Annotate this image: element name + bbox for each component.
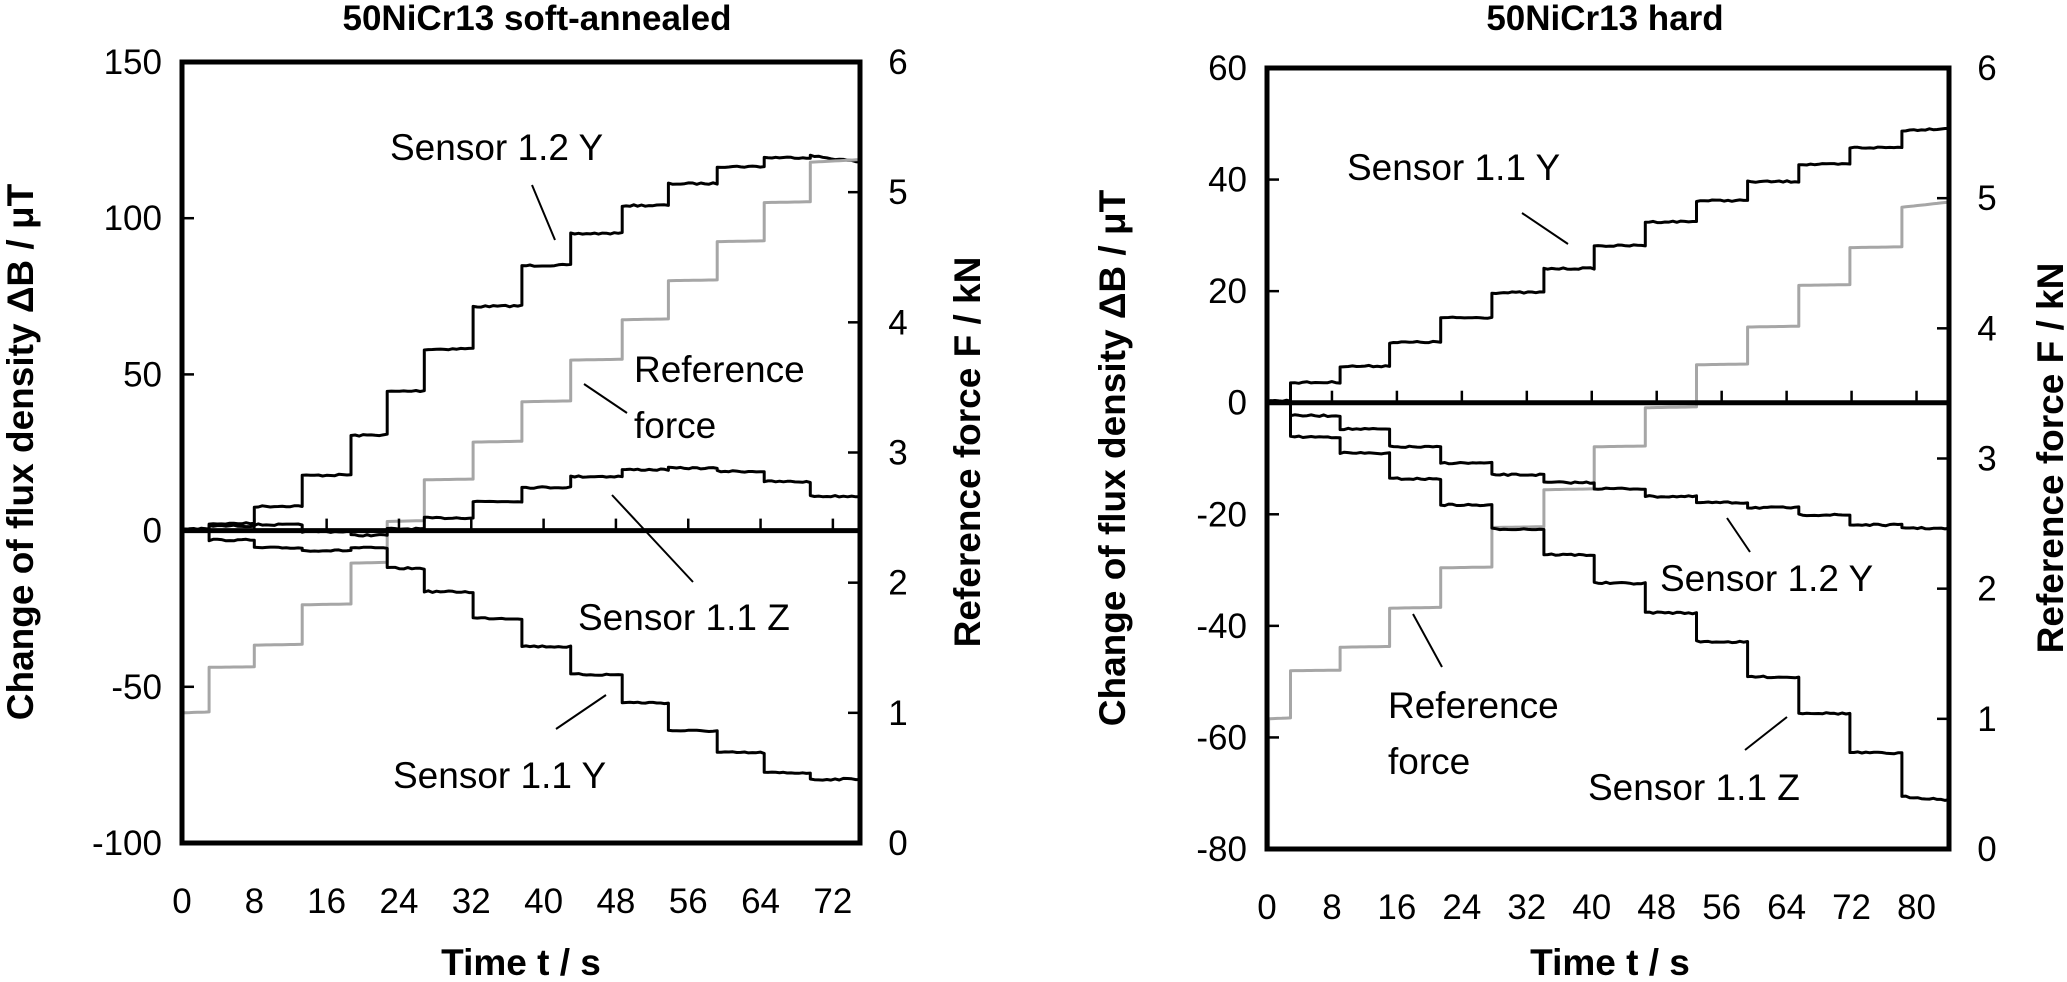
y-tick-marks: [1267, 66, 1949, 851]
y-tick-marks: [182, 60, 860, 845]
y-tick-labels: -80 -60 -40 -20 0 20 40 60: [1196, 49, 1247, 869]
y2-tick-labels: 0 1 2 3 4 5 6: [888, 43, 907, 863]
x-axis-label: Time t / s: [441, 942, 601, 982]
annotation-sensor-1-1-z: Sensor 1.1 Z: [1588, 767, 1800, 808]
y-axis-label: Change of flux density ΔB / μT: [1092, 189, 1133, 726]
y2-axis-label: Reference force F / kN: [947, 257, 988, 648]
x-tick-marks: [1330, 390, 1918, 403]
x-tick-label: 24: [1442, 888, 1481, 927]
y2-tick-label: 6: [1977, 49, 1996, 88]
y2-tick-label: 2: [888, 564, 907, 603]
y-tick-label: 0: [143, 512, 162, 551]
y-tick-label: 100: [104, 199, 162, 238]
chart-title: 50NiCr13 hard: [1486, 0, 1723, 38]
series-layer: [181, 153, 861, 782]
y-tick-labels: -100 -50 0 50 100 150: [92, 43, 162, 863]
x-tick-labels: 0 8 16 24 32 40 48 56 64 72: [172, 882, 852, 921]
y2-tick-label: 4: [888, 303, 907, 342]
leader-line: [555, 694, 607, 730]
chart-title: 50NiCr13 soft-annealed: [342, 0, 731, 38]
y-tick-label: 0: [1228, 384, 1247, 423]
x-tick-label: 24: [379, 882, 418, 921]
y2-tick-label: 0: [1977, 830, 1996, 869]
y-tick-label: 40: [1208, 161, 1247, 200]
y-tick-label: -100: [92, 824, 162, 863]
x-tick-label: 64: [1767, 888, 1806, 927]
y2-tick-label: 5: [888, 173, 907, 212]
x-tick-label: 64: [741, 882, 780, 921]
series-line-sensor-1-1-y: [1266, 127, 1949, 403]
series-line-sensor-1-1-y: [181, 528, 860, 782]
y-axis-label: Change of flux density ΔB / μT: [0, 183, 41, 720]
plot-frame: [179, 59, 863, 846]
series-line-sensor-1-1-z: [1266, 399, 1950, 802]
y2-tick-label: 4: [1977, 309, 1996, 348]
series-layer: [1265, 127, 1950, 850]
leader-line: [531, 184, 556, 241]
x-tick-marks: [253, 518, 835, 531]
x-tick-label: 16: [1377, 888, 1416, 927]
annotation-reference: Reference: [1388, 685, 1559, 726]
x-tick-label: 0: [172, 882, 191, 921]
y2-tick-label: 0: [888, 824, 907, 863]
y-tick-label: -80: [1196, 830, 1247, 869]
y2-tick-label: 2: [1977, 570, 1996, 609]
x-tick-label: 48: [596, 882, 635, 921]
annotation-sensor-1-1-z: Sensor 1.1 Z: [578, 597, 790, 638]
y2-tick-label: 1: [1977, 700, 1996, 739]
series-line-reference-force: [1265, 200, 1950, 850]
x-tick-label: 56: [669, 882, 708, 921]
leader-line: [1744, 716, 1788, 751]
y2-axis-label: Reference force F / kN: [2030, 263, 2067, 654]
annotation-sensor-1-1-y: Sensor 1.1 Y: [1347, 147, 1560, 188]
leader-line: [1521, 212, 1569, 245]
annotation-sensor-1-2-y: Sensor 1.2 Y: [1660, 558, 1873, 599]
annotation-force: force: [634, 405, 716, 446]
leader-line: [611, 494, 694, 583]
annotation-reference: Reference: [634, 349, 805, 390]
y-tick-label: -50: [111, 668, 162, 707]
x-tick-label: 40: [524, 882, 563, 921]
series-line-sensor-1-2-y: [181, 153, 861, 532]
y2-tick-label: 1: [888, 694, 907, 733]
x-tick-label: 32: [452, 882, 491, 921]
y-tick-label: -40: [1196, 607, 1247, 646]
chart-hard: 50NiCr13 hard 0 8 16 24 32 40 48 56 64 72 80 -80-6…: [1092, 0, 2067, 982]
x-tick-label: 8: [245, 882, 264, 921]
y-tick-label: 20: [1208, 272, 1247, 311]
y2-tick-label: 6: [888, 43, 907, 82]
series-line-sensor-1-2-y: [1266, 399, 1950, 531]
y2-tick-label: 3: [888, 434, 907, 473]
annotation-force: force: [1388, 741, 1470, 782]
leader-line: [583, 383, 628, 414]
y-tick-label: -20: [1196, 495, 1247, 534]
series-line-reference-force: [181, 158, 861, 715]
chart-soft-annealed: 50NiCr13 soft-annealed 0 8 16 24 32 40 48 56 64 7…: [0, 0, 988, 982]
annotation-sensor-1-1-y: Sensor 1.1 Y: [393, 755, 606, 796]
y2-tick-label: 3: [1977, 440, 1996, 479]
x-tick-label: 72: [1832, 888, 1871, 927]
y-tick-label: 50: [123, 355, 162, 394]
annotation-sensor-1-2-y: Sensor 1.2 Y: [390, 127, 603, 168]
x-tick-labels: 0 8 16 24 32 40 48 56 64 72 80: [1257, 888, 1936, 927]
x-axis-label: Time t / s: [1530, 942, 1690, 982]
x-tick-label: 8: [1322, 888, 1341, 927]
y-tick-label: 150: [104, 43, 162, 82]
x-tick-label: 16: [307, 882, 346, 921]
x-tick-label: 48: [1637, 888, 1676, 927]
x-tick-label: 0: [1257, 888, 1276, 927]
y-tick-label: 60: [1208, 49, 1247, 88]
x-tick-label: 40: [1572, 888, 1611, 927]
x-tick-label: 56: [1702, 888, 1741, 927]
y2-tick-labels: 0 1 2 3 4 5 6: [1977, 49, 1996, 869]
y-tick-label: -60: [1196, 718, 1247, 757]
leader-line: [1726, 517, 1751, 553]
series-line-sensor-1-1-z: [181, 465, 861, 538]
y2-tick-label: 5: [1977, 179, 1996, 218]
x-tick-label: 72: [813, 882, 852, 921]
x-tick-label: 80: [1897, 888, 1936, 927]
x-tick-label: 32: [1507, 888, 1546, 927]
leader-line: [1412, 613, 1443, 668]
